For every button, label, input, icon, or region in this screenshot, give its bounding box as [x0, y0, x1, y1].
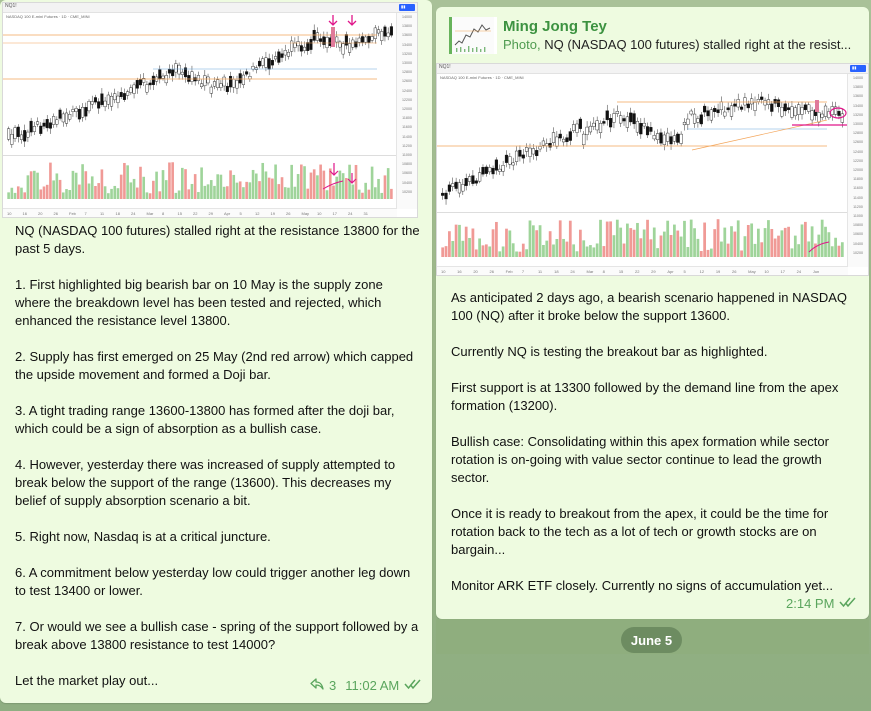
time-tick: May	[748, 269, 756, 274]
reply-preview[interactable]: Photo, NQ (NASDAQ 100 futures) stalled r…	[503, 37, 851, 52]
double-check-icon	[839, 596, 857, 611]
message-time: 11:02 AM	[345, 678, 400, 693]
chart-screenshot-1[interactable]: NQ1! ▮▮ NASDAQ 100 E-mini Futures · 1D ·…	[2, 2, 418, 218]
time-tick: May	[301, 211, 310, 216]
arrow-down-annotation-icon	[328, 15, 338, 26]
reply-thumb-chart-icon	[452, 17, 494, 54]
time-tick: 26	[732, 269, 737, 274]
time-tick: 11	[100, 211, 105, 216]
time-tick: 26	[53, 211, 58, 216]
time-tick: 10	[764, 269, 769, 274]
price-axis: 14000 13800 13600 13400 13200 13000 12800 12600…	[847, 74, 868, 267]
message-meta: 2:14 PM	[786, 596, 857, 611]
ellipse-annotation-icon	[829, 107, 847, 119]
time-tick: 15	[618, 269, 624, 274]
reply-author[interactable]: Ming Jong Tey	[503, 18, 607, 35]
arrow-down-annotation-icon	[347, 15, 357, 26]
time-tick: 19	[715, 269, 721, 274]
time-tick: 20	[38, 211, 43, 216]
publish-button: ▮▮	[850, 65, 866, 72]
time-tick: 11	[538, 269, 543, 274]
time-tick: 17	[780, 269, 785, 274]
time-tick: 16	[22, 211, 27, 216]
time-tick: 22	[635, 269, 640, 274]
time-tick: Jun	[812, 269, 820, 274]
time-tick: 7	[521, 269, 525, 274]
message-text: NQ (NASDAQ 100 futures) stalled right at…	[15, 223, 420, 688]
time-tick: 19	[270, 211, 275, 216]
time-axis: 10 16 20 26 Feb 7 11 18 24 Mar 8 15 22 29 Apr 5 12 19 26 Ma…	[437, 266, 848, 275]
time-tick: 31	[363, 211, 368, 216]
chart-screenshot-2[interactable]: NQ1! ▮▮ NASDAQ 100 E-mini Futures · 1D ·…	[436, 63, 869, 276]
time-tick: 20	[473, 269, 478, 274]
message-time: 2:14 PM	[786, 596, 835, 611]
reply-snippet: NQ (NASDAQ 100 futures) stalled right at…	[544, 37, 852, 52]
pane-separator	[437, 212, 848, 213]
price-axis: 14000 13800 13600 13400 13200 13000 12800 12600…	[396, 13, 417, 209]
time-tick: Mar	[586, 269, 594, 274]
time-tick: 10	[317, 211, 322, 216]
chart-toolbar: NQ1! ▮▮	[3, 3, 417, 13]
reply-thumbnail[interactable]	[449, 17, 497, 54]
chart-toolbar: NQ1! ▮▮	[437, 64, 868, 74]
time-tick: 5	[239, 211, 242, 216]
time-tick: 24	[348, 211, 353, 216]
reply-count[interactable]: 3	[329, 678, 337, 693]
time-tick: Apr	[667, 269, 674, 274]
time-tick: 26	[489, 269, 494, 274]
chart-symbol: NQ1!	[5, 3, 17, 9]
time-tick: Feb	[505, 269, 513, 274]
candlestick-chart	[437, 91, 848, 257]
time-tick: 12	[255, 211, 260, 216]
time-tick: 5	[683, 269, 686, 274]
time-tick: Apr	[224, 211, 231, 216]
time-tick: Mar	[146, 211, 154, 216]
time-tick: 22	[193, 211, 198, 216]
time-tick: 15	[177, 211, 182, 216]
time-tick: 18	[115, 211, 120, 216]
publish-button: ▮▮	[399, 4, 415, 11]
chart-symbol: NQ1!	[439, 64, 451, 70]
time-tick: 24	[796, 269, 802, 274]
time-tick: 18	[554, 269, 559, 274]
reply-icon[interactable]	[310, 678, 324, 693]
time-tick: 12	[699, 269, 705, 274]
time-tick: 8	[162, 211, 165, 216]
double-check-icon	[404, 678, 422, 693]
time-axis: 10 16 20 26 Feb 7 11 18 24 Mar 8 15 22 29 Apr 5 12 19 26 Ma…	[3, 208, 397, 217]
time-tick: 7	[84, 211, 87, 216]
time-tick: 24	[131, 211, 136, 216]
time-tick: 17	[332, 211, 337, 216]
message-text: As anticipated 2 days ago, a bearish sce…	[451, 290, 848, 593]
pane-separator	[3, 155, 397, 156]
time-tick: 10	[7, 211, 12, 216]
time-tick: 24	[570, 269, 575, 274]
time-tick: 8	[602, 269, 605, 274]
message-meta: 3 11:02 AM	[310, 678, 422, 693]
time-tick: 26	[286, 211, 291, 216]
time-tick: 16	[457, 269, 462, 274]
candlestick-chart	[3, 15, 393, 199]
reply-kind: Photo,	[503, 37, 541, 52]
chart-legend: NASDAQ 100 E-mini Futures · 1D · CME_MIN…	[440, 75, 524, 80]
time-tick: 29	[208, 211, 213, 216]
chart-legend: NASDAQ 100 E-mini Futures · 1D · CME_MIN…	[6, 14, 90, 19]
time-tick: Feb	[69, 211, 76, 216]
message-bubble-1[interactable]: NQ1! ▮▮ NASDAQ 100 E-mini Futures · 1D ·…	[0, 0, 432, 703]
time-tick: 29	[651, 269, 656, 274]
time-tick: 10	[441, 269, 446, 274]
date-divider: June 5	[621, 627, 682, 653]
